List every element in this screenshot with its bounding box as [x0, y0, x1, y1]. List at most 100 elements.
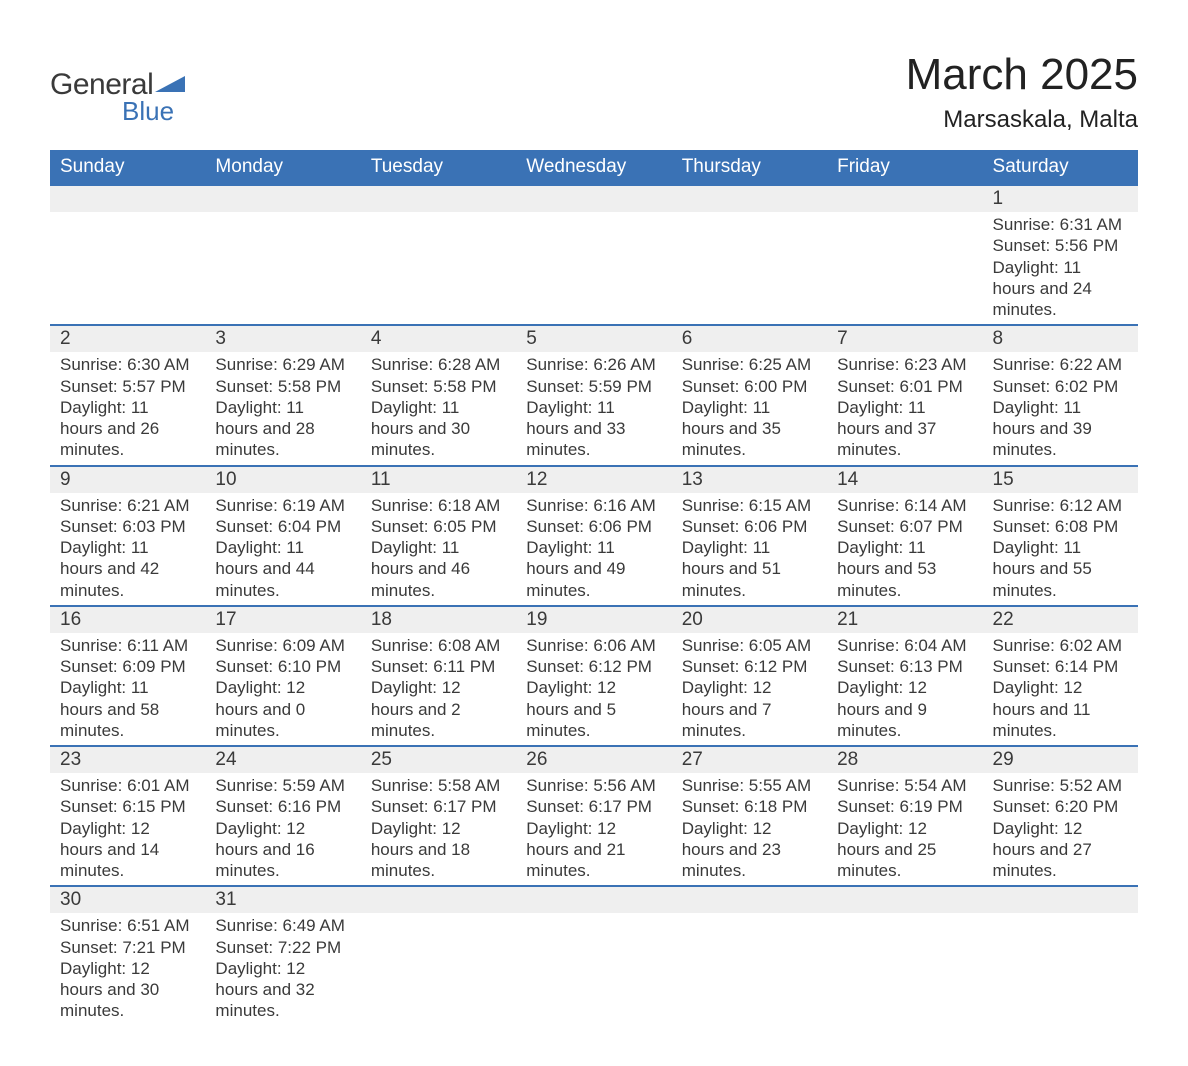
sunrise-label: Sunrise:	[371, 496, 433, 515]
day-number-cell: 21	[827, 606, 982, 633]
weekday-header-row: SundayMondayTuesdayWednesdayThursdayFrid…	[50, 150, 1138, 185]
day-detail-cell: Sunrise: 6:26 AM Sunset: 5:59 PM Daylight:…	[516, 352, 671, 465]
sunrise-label: Sunrise:	[837, 496, 899, 515]
sunrise-value: 5:58 AM	[438, 776, 500, 795]
sunrise-label: Sunrise:	[215, 916, 277, 935]
sunset-value: 5:59 PM	[589, 377, 652, 396]
week-detail-row: Sunrise: 6:51 AMSunset: 7:21 PMDaylight:…	[50, 913, 1138, 1025]
sunrise-value: 6:19 AM	[283, 496, 345, 515]
sunrise-label: Sunrise:	[60, 916, 122, 935]
day-detail-cell	[672, 913, 827, 1025]
day-detail-cell: Sunrise: 6:22 AMSunset: 6:02 PMDaylight:…	[983, 352, 1138, 465]
sunrise-value: 6:18 AM	[438, 496, 500, 515]
sunrise-label: Sunrise:	[993, 355, 1055, 374]
weekday-header: Sunday	[50, 150, 205, 185]
sunset-value: 6:17 PM	[589, 797, 652, 816]
day-detail-cell	[205, 212, 360, 325]
sunset-value: 6:07 PM	[900, 517, 963, 536]
sunset-label: Sunset:	[526, 517, 584, 536]
sunrise-label: Sunrise:	[682, 636, 744, 655]
sunrise-value: 6:26 AM	[593, 355, 655, 374]
day-number-cell	[50, 185, 205, 212]
sunrise-value: 6:25 AM	[749, 355, 811, 374]
daylight-label: Daylight:	[837, 398, 903, 417]
sunrise-value: 6:28 AM	[438, 355, 500, 374]
day-detail-cell: Sunrise: 6:09 AMSunset: 6:10 PMDaylight:…	[205, 633, 360, 746]
sunset-value: 6:18 PM	[744, 797, 807, 816]
day-number-cell: 29	[983, 746, 1138, 773]
sunset-label: Sunset:	[526, 657, 584, 676]
sunrise-label: Sunrise:	[837, 355, 899, 374]
sunrise-value: 5:55 AM	[749, 776, 811, 795]
day-number-cell: 22	[983, 606, 1138, 633]
day-detail-cell: Sunrise: 6:06 AMSunset: 6:12 PMDaylight:…	[516, 633, 671, 746]
sunset-label: Sunset:	[371, 797, 429, 816]
sunrise-value: 6:51 AM	[127, 916, 189, 935]
daylight-label: Daylight:	[215, 678, 281, 697]
sunset-value: 5:56 PM	[1055, 236, 1118, 255]
day-detail-cell: Sunrise: 6:11 AMSunset: 6:09 PMDaylight:…	[50, 633, 205, 746]
day-detail-cell	[672, 212, 827, 325]
calendar-body: 1 Sunrise: 6:31 AMSunset: 5:56 PMDayligh…	[50, 185, 1138, 1026]
daylight-label: Daylight:	[993, 258, 1059, 277]
sunset-value: 6:11 PM	[433, 657, 495, 676]
daylight-label: Daylight:	[993, 819, 1059, 838]
sunset-label: Sunset:	[60, 657, 118, 676]
sunrise-label: Sunrise:	[526, 636, 588, 655]
sunrise-label: Sunrise:	[526, 496, 588, 515]
sunrise-label: Sunrise:	[215, 355, 277, 374]
sunrise-label: Sunrise:	[993, 215, 1055, 234]
day-detail-cell	[361, 212, 516, 325]
day-number-cell: 11	[361, 466, 516, 493]
sunrise-label: Sunrise:	[993, 636, 1055, 655]
sunrise-value: 6:15 AM	[749, 496, 811, 515]
week-daynum-row: 16171819202122	[50, 606, 1138, 633]
sunset-label: Sunset:	[215, 377, 273, 396]
day-number-cell: 31	[205, 886, 360, 913]
daylight-label: Daylight:	[60, 819, 126, 838]
sunrise-value: 5:59 AM	[283, 776, 345, 795]
sunset-label: Sunset:	[526, 797, 584, 816]
daylight-label: Daylight:	[371, 538, 437, 557]
day-number-cell: 14	[827, 466, 982, 493]
month-title: March 2025	[906, 50, 1138, 100]
sunrise-label: Sunrise:	[682, 355, 744, 374]
sunrise-label: Sunrise:	[60, 496, 122, 515]
daylight-label: Daylight:	[526, 398, 592, 417]
week-detail-row: Sunrise: 6:21 AMSunset: 6:03 PMDaylight:…	[50, 493, 1138, 606]
daylight-label: Daylight:	[993, 678, 1059, 697]
day-number-cell: 17	[205, 606, 360, 633]
sunset-label: Sunset:	[60, 938, 118, 957]
day-detail-cell: Sunrise: 5:52 AMSunset: 6:20 PMDaylight:…	[983, 773, 1138, 886]
weekday-header: Tuesday	[361, 150, 516, 185]
title-block: March 2025 Marsaskala, Malta	[906, 40, 1138, 138]
day-detail-cell: Sunrise: 6:14 AMSunset: 6:07 PMDaylight:…	[827, 493, 982, 606]
sunset-value: 6:02 PM	[1055, 377, 1118, 396]
sunset-value: 5:57 PM	[122, 377, 185, 396]
daylight-label: Daylight:	[682, 819, 748, 838]
sunrise-label: Sunrise:	[526, 355, 588, 374]
weekday-header: Wednesday	[516, 150, 671, 185]
daylight-label: Daylight:	[526, 538, 592, 557]
day-number-cell: 1	[983, 185, 1138, 212]
day-detail-cell: Sunrise: 6:16 AMSunset: 6:06 PMDaylight:…	[516, 493, 671, 606]
sunrise-label: Sunrise:	[215, 636, 277, 655]
sunset-value: 6:17 PM	[433, 797, 496, 816]
daylight-label: Daylight:	[837, 538, 903, 557]
sunset-value: 6:04 PM	[278, 517, 341, 536]
daylight-label: Daylight:	[371, 398, 437, 417]
sunset-label: Sunset:	[526, 377, 584, 396]
sunset-label: Sunset:	[682, 797, 740, 816]
sunset-value: 5:58 PM	[278, 377, 341, 396]
sunrise-value: 6:09 AM	[283, 636, 345, 655]
sunset-value: 6:12 PM	[589, 657, 652, 676]
daylight-label: Daylight:	[60, 398, 126, 417]
day-detail-cell	[827, 212, 982, 325]
week-daynum-row: 2345678	[50, 325, 1138, 352]
sunset-label: Sunset:	[371, 517, 429, 536]
day-detail-cell: Sunrise: 6:01 AMSunset: 6:15 PMDaylight:…	[50, 773, 205, 886]
day-number-cell: 12	[516, 466, 671, 493]
daylight-label: Daylight:	[837, 819, 903, 838]
sunrise-label: Sunrise:	[215, 496, 277, 515]
sunrise-label: Sunrise:	[60, 776, 122, 795]
